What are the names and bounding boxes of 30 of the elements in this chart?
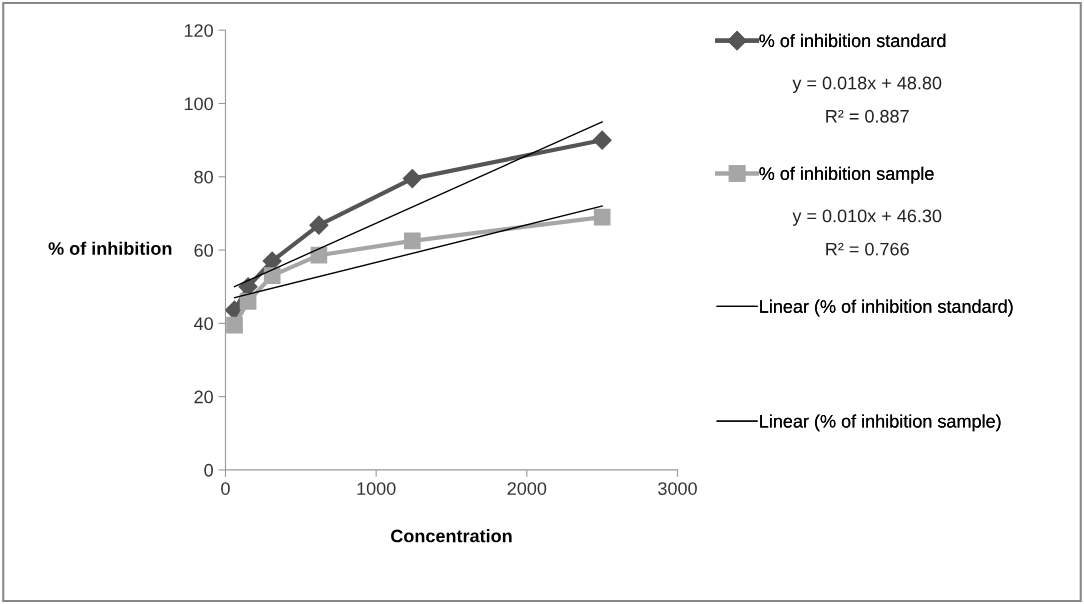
text: R² = 0.766: [826, 242, 909, 256]
point: [309, 215, 329, 235]
legend-label: % of inhibition standard: [759, 33, 946, 48]
text: R² = 0.887: [826, 109, 909, 123]
text: y = 0.018x + 48.80: [792, 76, 942, 93]
point: [593, 208, 611, 226]
legend-label: Linear (% of inhibition sample): [760, 414, 1001, 432]
point: [592, 130, 612, 150]
point: [239, 293, 257, 310]
y-tick-label: 40: [194, 317, 213, 331]
y-tick-label: 120: [184, 24, 213, 37]
y-tick-label: 60: [194, 243, 213, 257]
x-tick-label: 0: [221, 482, 230, 495]
x-tick-label: 2000: [507, 482, 547, 495]
point: [403, 232, 421, 250]
text: y = 0.010x + 46.30: [792, 209, 942, 226]
point: [310, 246, 328, 264]
y-tick-label: 0: [204, 463, 213, 477]
point: [263, 267, 281, 285]
point: [226, 316, 243, 334]
legend-label: % of inhibition sample: [759, 166, 934, 184]
x-axis-title: Concentration: [391, 529, 512, 543]
y-tick-label: 100: [184, 97, 213, 111]
x-tick-label: 3000: [658, 482, 697, 495]
x-tick-label: 1000: [357, 482, 396, 495]
point: [402, 169, 422, 189]
y-axis-title: % of inhibition: [48, 241, 172, 255]
legend-label: Linear (% of inhibition standard): [760, 299, 1013, 317]
y-tick-label: 80: [194, 170, 213, 184]
y-tick-label: 20: [194, 390, 213, 404]
